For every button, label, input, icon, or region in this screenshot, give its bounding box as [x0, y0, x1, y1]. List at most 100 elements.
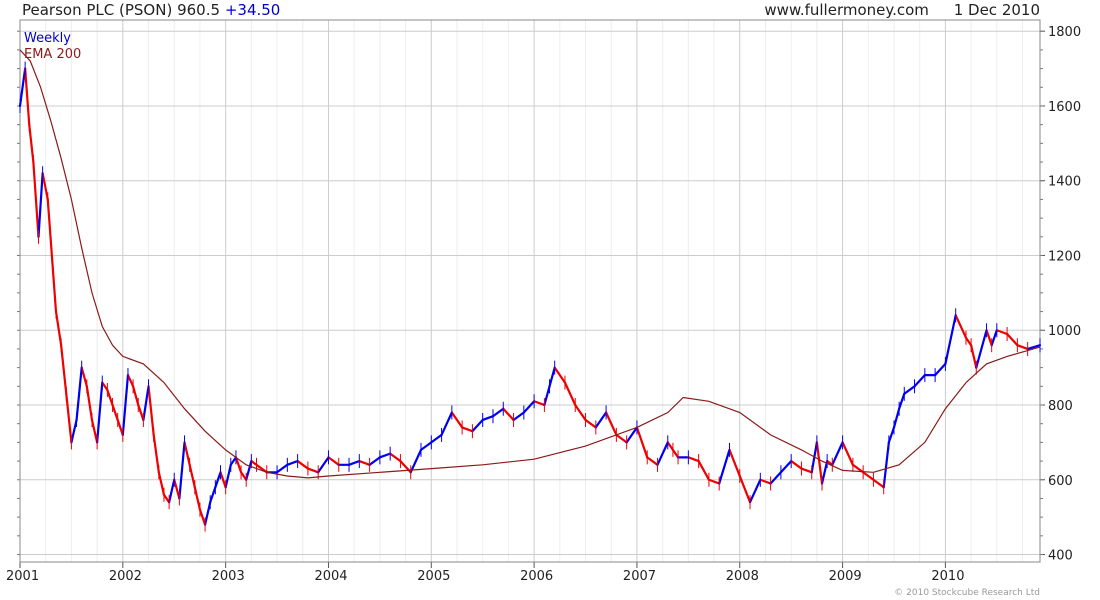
weekly-price-segment	[60, 344, 68, 395]
weekly-price-segment	[625, 426, 639, 444]
weekly-price-segment	[18, 67, 27, 108]
weekly-price-segment	[137, 403, 145, 422]
weekly-price-segment	[553, 366, 567, 384]
weekly-price-segment	[121, 374, 130, 437]
weekly-price-segment	[24, 67, 31, 126]
weekly-price-segment	[80, 366, 88, 388]
y-tick-label: 600	[1048, 474, 1073, 489]
weekly-price-segment	[800, 467, 813, 474]
weekly-price-segment	[327, 456, 340, 466]
weekly-price-segment	[635, 426, 649, 459]
weekly-price-segment	[975, 329, 988, 369]
weekly-price-segment	[162, 493, 171, 504]
weekly-price-segment	[85, 385, 94, 422]
weekly-price-segment	[656, 441, 669, 466]
weekly-price-segment	[594, 411, 608, 429]
weekly-price-segment	[275, 463, 289, 474]
website-link[interactable]: www.fullermoney.com	[764, 1, 929, 19]
weekly-price-segment	[738, 474, 752, 504]
weekly-price-segment	[37, 172, 44, 238]
weekly-price-segment	[671, 448, 680, 459]
x-tick-label: 2003	[212, 569, 245, 584]
weekly-price-segment	[790, 459, 803, 470]
weekly-price-segment	[90, 418, 99, 444]
weekly-price-segment	[892, 407, 901, 429]
weekly-price-segment	[229, 456, 238, 466]
price-change: +34.50	[224, 1, 281, 19]
weekly-price-segment	[234, 456, 243, 474]
weekly-price-segment	[779, 459, 793, 474]
weekly-price-segment	[543, 385, 551, 407]
weekly-price-segment	[728, 448, 741, 478]
y-tick-label: 400	[1048, 549, 1073, 564]
weekly-price-segment	[214, 471, 222, 489]
y-tick-label: 1400	[1048, 175, 1081, 190]
weekly-price-segment	[604, 411, 618, 437]
weekly-price-segment	[491, 407, 505, 418]
x-tick-label: 2001	[6, 569, 39, 584]
weekly-price-segment	[219, 471, 227, 489]
weekly-price-segment	[718, 448, 731, 485]
weekly-price-segment	[970, 344, 978, 369]
weekly-price-segment	[198, 508, 207, 526]
weekly-price-segment	[152, 433, 160, 474]
weekly-price-segment	[46, 198, 53, 257]
weekly-price-segment	[188, 463, 196, 489]
weekly-price-segment	[178, 441, 186, 500]
plot-frame	[19, 19, 1041, 563]
weekly-price-segment	[126, 374, 135, 388]
x-tick-label: 2010	[931, 569, 964, 584]
weekly-price-segment	[317, 456, 330, 474]
weekly-price-segment	[820, 459, 829, 485]
weekly-price-segment	[944, 314, 957, 365]
weekly-price-segment	[224, 463, 232, 489]
weekly-price-segment	[533, 400, 546, 407]
weekly-price-segment	[132, 385, 140, 407]
stock-price: 960.5	[177, 1, 221, 19]
chart-title: Pearson PLC (PSON) 960.5 +34.50	[22, 1, 280, 19]
weekly-price-segment	[450, 411, 464, 429]
weekly-price-segment	[502, 407, 515, 422]
weekly-price-segment	[142, 385, 150, 422]
weekly-price-segment	[147, 385, 155, 437]
weekly-price-segment	[409, 448, 423, 474]
weekly-price-segment	[815, 441, 824, 485]
ema-200-line	[19, 49, 1041, 479]
weekly-price-segment	[748, 478, 762, 504]
weekly-price-segment	[563, 381, 577, 407]
weekly-price-segment	[111, 403, 119, 422]
weekly-price-segment	[1016, 344, 1029, 351]
y-tick-label: 1000	[1048, 324, 1081, 339]
weekly-price-segment	[964, 336, 973, 347]
weekly-price-segment	[759, 478, 772, 485]
weekly-price-segment	[419, 441, 433, 451]
weekly-price-segment	[872, 478, 885, 489]
chart-source: www.fullermoney.com 1 Dec 2010	[764, 1, 1040, 19]
legend-weekly: Weekly	[24, 31, 71, 46]
weekly-price-segment	[183, 441, 191, 466]
weekly-price-segment	[65, 392, 73, 444]
weekly-price-segment	[75, 366, 83, 422]
y-tick-label: 1800	[1048, 25, 1081, 40]
weekly-price-segment	[481, 415, 495, 422]
weekly-price-segment	[461, 426, 474, 433]
weekly-price-segment	[358, 459, 371, 466]
weekly-price-segment	[707, 478, 721, 485]
weekly-price-segment	[646, 456, 659, 466]
weekly-price-segment	[203, 501, 212, 526]
weekly-price-segment	[96, 381, 104, 444]
weekly-price-segment	[368, 456, 381, 466]
chart-date: 1 Dec 2010	[953, 1, 1040, 19]
weekly-price-segment	[615, 433, 628, 444]
y-tick-label: 800	[1048, 399, 1073, 414]
weekly-price-segment	[522, 400, 536, 414]
weekly-price-segment	[173, 478, 181, 500]
weekly-price-segment	[440, 411, 453, 437]
weekly-price-segment	[347, 459, 361, 466]
x-tick-label: 2005	[417, 569, 450, 584]
weekly-price-segment	[862, 471, 875, 481]
weekly-price-segment	[831, 441, 844, 466]
legend-ema-200: EMA 200	[24, 47, 81, 62]
weekly-price-segment	[389, 452, 402, 463]
weekly-price-segment	[990, 329, 998, 347]
